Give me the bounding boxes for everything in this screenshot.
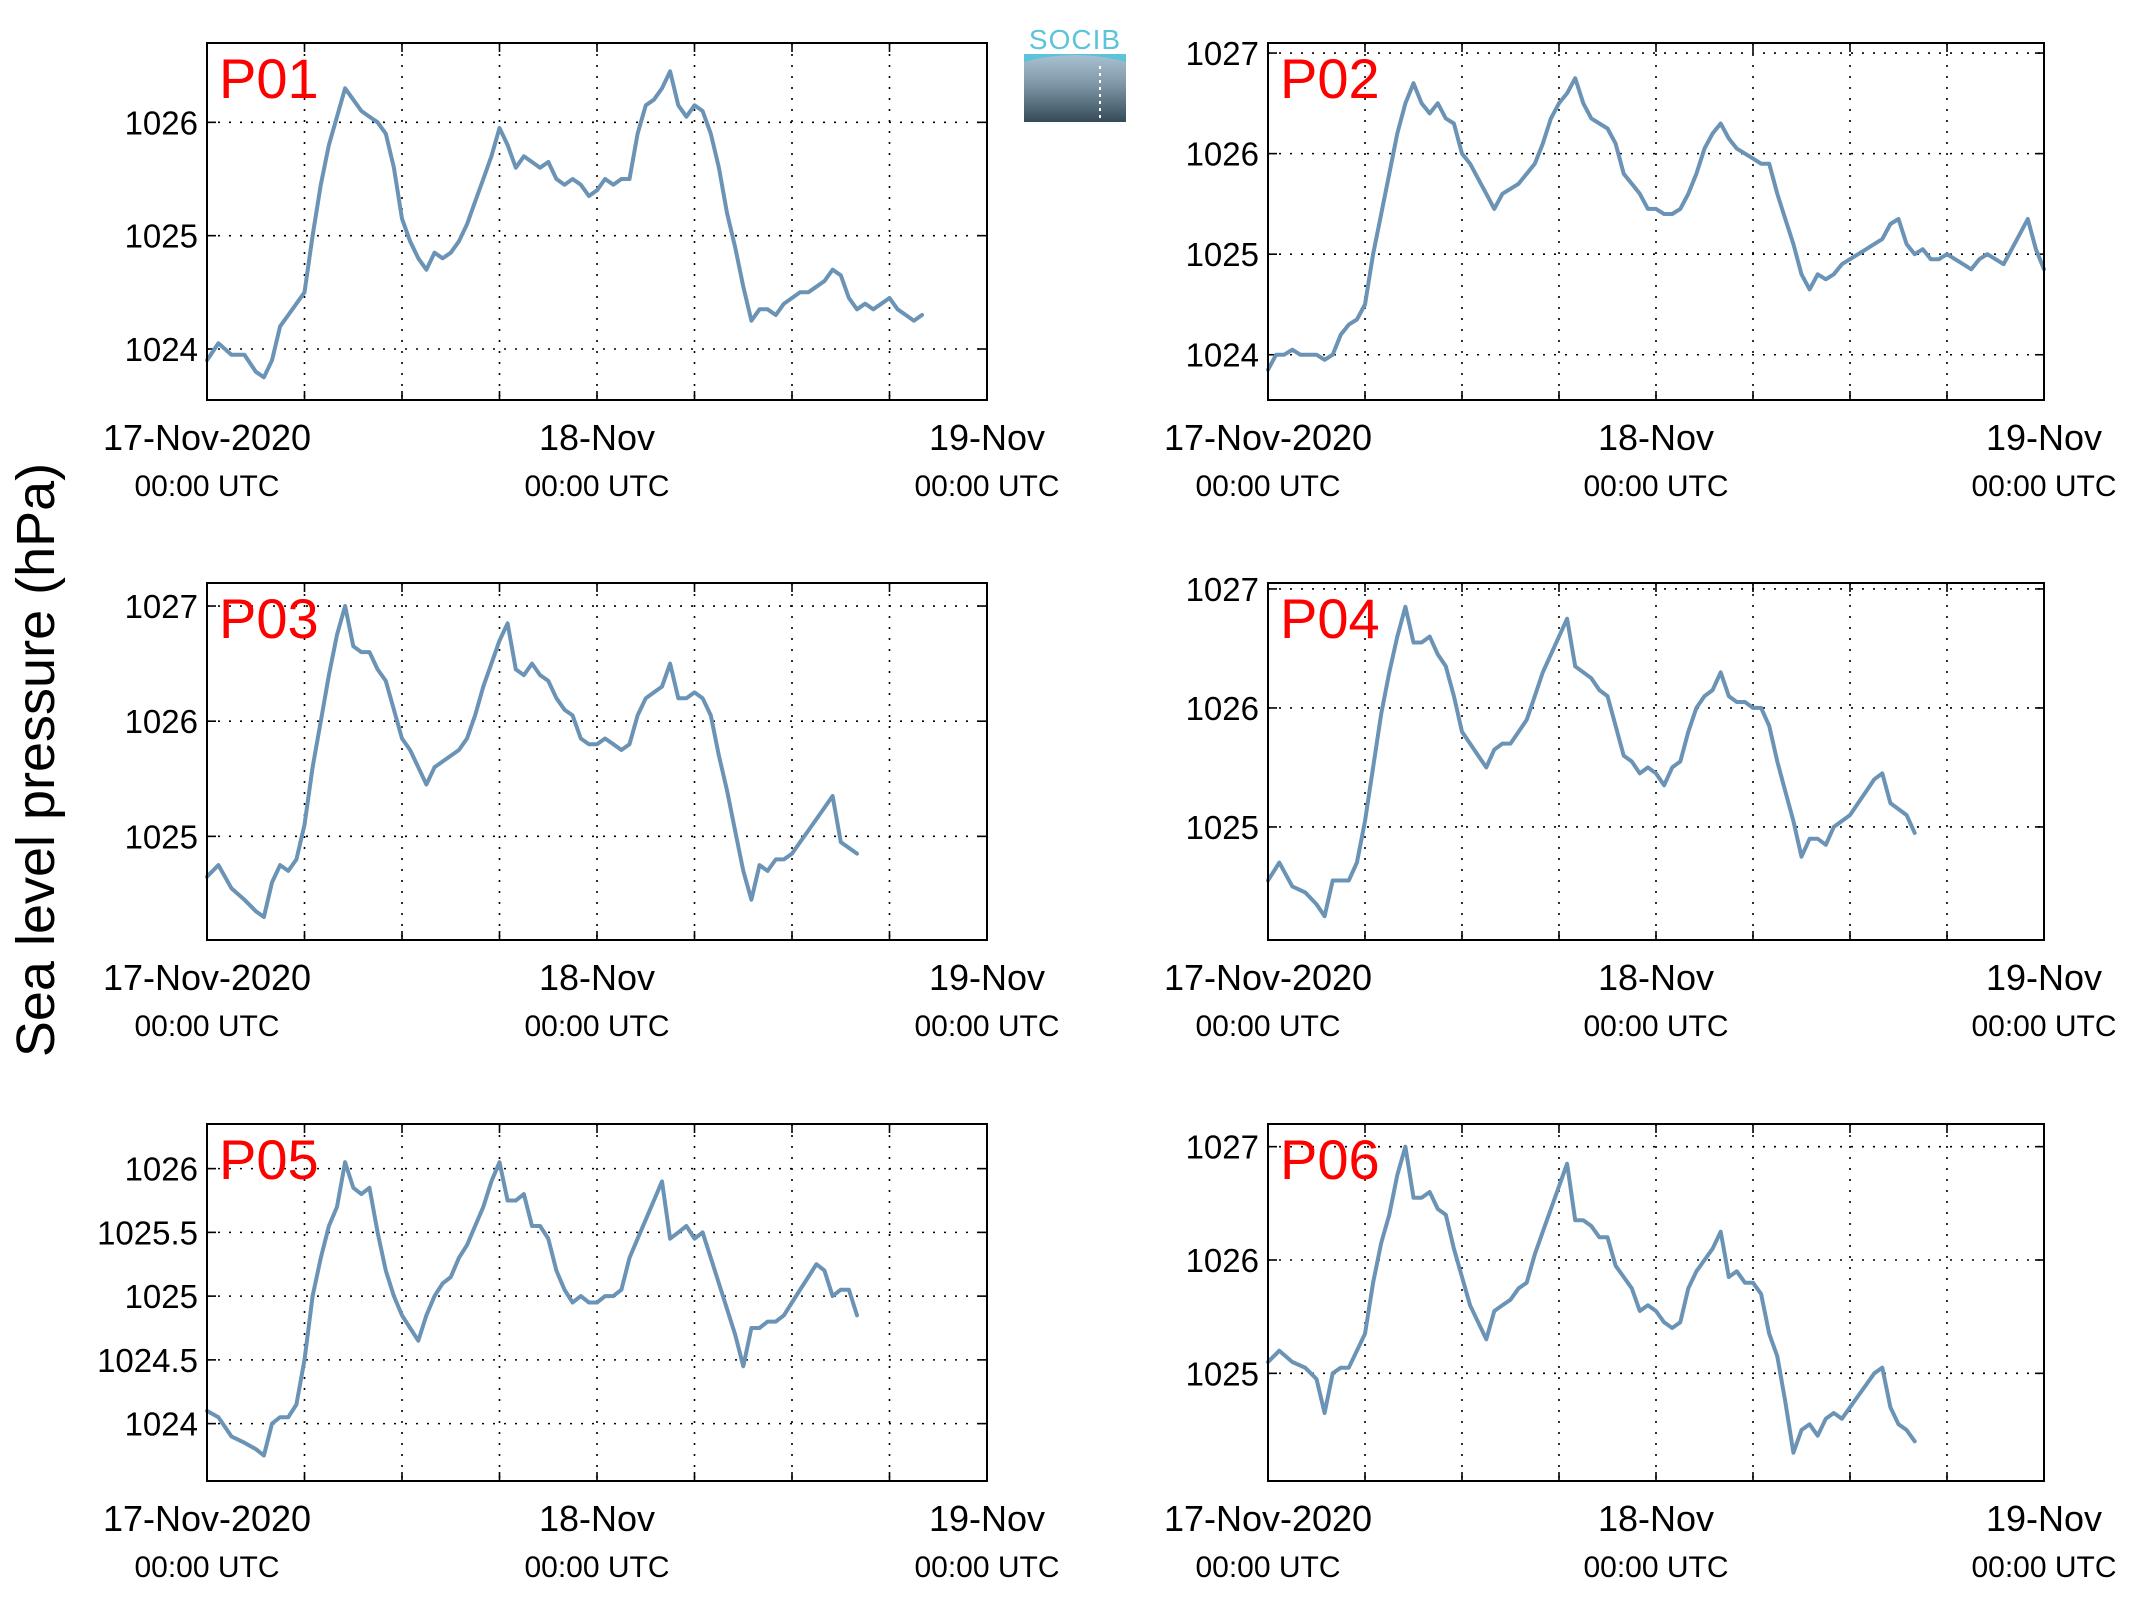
x-tick-sublabel: 00:00 UTC (914, 1010, 1059, 1043)
panel-label: P03 (219, 587, 319, 650)
chart-panel-2: 1024 1025 1026 1027 17-Nov-2020 00:00 UTC 18-N… (1164, 35, 2117, 503)
y-tick-label: 1025 (1186, 236, 1259, 273)
y-tick-label: 1026 (125, 104, 198, 141)
x-tick-sublabel: 00:00 UTC (524, 1551, 669, 1584)
x-tick-label: 19-Nov (929, 957, 1045, 998)
x-tick-label: 17-Nov-2020 (1164, 417, 1372, 458)
x-tick-sublabel: 00:00 UTC (1583, 470, 1728, 503)
chart-panel-5: 1024 1024.5 1025 1025.5 1026 17-Nov-2020 00:00… (97, 1123, 1060, 1584)
x-tick-label: 17-Nov-2020 (103, 1498, 311, 1539)
x-tick-sublabel: 00:00 UTC (134, 1010, 279, 1043)
y-tick-label: 1027 (1186, 1129, 1259, 1166)
x-tick-label: 17-Nov-2020 (103, 957, 311, 998)
x-tick-sublabel: 00:00 UTC (1583, 1010, 1728, 1043)
plot-frame (1267, 582, 2045, 941)
panel-label: P02 (1280, 47, 1380, 110)
plot-frame (206, 1123, 988, 1482)
x-tick-sublabel: 00:00 UTC (914, 470, 1059, 503)
x-tick-label: 17-Nov-2020 (103, 417, 311, 458)
x-tick-label: 19-Nov (929, 1498, 1045, 1539)
x-tick-sublabel: 00:00 UTC (134, 1551, 279, 1584)
socib-logo: SOCIB (1024, 18, 1126, 122)
x-tick-sublabel: 00:00 UTC (134, 470, 279, 503)
panel-label: P04 (1280, 587, 1380, 650)
panel-label: P06 (1280, 1128, 1380, 1191)
x-tick-label: 19-Nov (1986, 417, 2102, 458)
x-tick-label: 19-Nov (929, 417, 1045, 458)
x-tick-sublabel: 00:00 UTC (1195, 1010, 1340, 1043)
series-line-1 (205, 1160, 859, 1458)
y-axis-label: Sea level pressure (hPa) (6, 463, 66, 1057)
x-tick-label: 18-Nov (539, 957, 655, 998)
x-tick-label: 18-Nov (1598, 1498, 1714, 1539)
plot-frame (206, 42, 988, 401)
x-tick-sublabel: 00:00 UTC (1195, 470, 1340, 503)
y-tick-label: 1026 (1186, 136, 1259, 173)
plot-frame (1267, 42, 2045, 401)
chart-panel-6: 1025 1026 1027 17-Nov-2020 00:00 UTC 18-Nov 00… (1164, 1123, 2117, 1584)
panel-label: P05 (219, 1128, 319, 1191)
x-tick-sublabel: 00:00 UTC (1583, 1551, 1728, 1584)
x-tick-label: 18-Nov (1598, 417, 1714, 458)
x-tick-sublabel: 00:00 UTC (524, 470, 669, 503)
y-tick-label: 1026 (125, 703, 198, 740)
y-tick-label: 1027 (125, 588, 198, 625)
chart-panel-3: 1025 1026 1027 17-Nov-2020 00:00 UTC 18-Nov 00… (103, 582, 1060, 1043)
x-tick-label: 18-Nov (1598, 957, 1714, 998)
series-line-1 (205, 69, 924, 380)
y-tick-label: 1025 (1186, 809, 1259, 846)
series-line-1 (1266, 76, 2046, 372)
y-tick-label: 1024 (125, 1406, 198, 1443)
y-tick-label: 1027 (1186, 571, 1259, 608)
series-line-1 (205, 604, 859, 919)
x-tick-sublabel: 00:00 UTC (1971, 1551, 2116, 1584)
x-tick-sublabel: 00:00 UTC (914, 1551, 1059, 1584)
x-tick-label: 17-Nov-2020 (1164, 957, 1372, 998)
chart-panel-4: 1025 1026 1027 17-Nov-2020 00:00 UTC 18-Nov 00… (1164, 571, 2117, 1043)
socib-logo-text: SOCIB (1029, 24, 1121, 55)
y-tick-label: 1025 (125, 218, 198, 255)
y-tick-label: 1024 (125, 331, 198, 368)
y-axis-label-container: Sea level pressure (hPa) (6, 463, 66, 1057)
plot-frame (206, 582, 988, 941)
y-tick-label: 1025.5 (97, 1214, 198, 1251)
y-tick-label: 1025 (125, 818, 198, 855)
y-tick-label: 1024.5 (97, 1342, 198, 1379)
y-tick-label: 1026 (125, 1151, 198, 1188)
y-tick-label: 1025 (125, 1278, 198, 1315)
series-line-1 (1266, 1144, 1917, 1455)
y-tick-label: 1026 (1186, 1242, 1259, 1279)
y-tick-label: 1027 (1186, 35, 1259, 72)
x-tick-label: 19-Nov (1986, 1498, 2102, 1539)
plot-frame (1267, 1123, 2045, 1482)
x-tick-label: 17-Nov-2020 (1164, 1498, 1372, 1539)
x-tick-sublabel: 00:00 UTC (1195, 1551, 1340, 1584)
chart-panel-1: 1024 1025 1026 17-Nov-2020 00:00 UTC 18-Nov 00… (103, 42, 1060, 503)
socib-logo-graphic: SOCIB (1024, 24, 1126, 122)
x-tick-label: 18-Nov (539, 417, 655, 458)
y-tick-label: 1024 (1186, 337, 1259, 374)
x-tick-label: 18-Nov (539, 1498, 655, 1539)
series-line-1 (1266, 604, 1917, 919)
panel-label: P01 (219, 47, 319, 110)
x-tick-sublabel: 00:00 UTC (524, 1010, 669, 1043)
x-tick-sublabel: 00:00 UTC (1971, 1010, 2116, 1043)
y-tick-label: 1026 (1186, 690, 1259, 727)
x-tick-sublabel: 00:00 UTC (1971, 470, 2116, 503)
y-tick-label: 1025 (1186, 1355, 1259, 1392)
x-tick-label: 19-Nov (1986, 957, 2102, 998)
